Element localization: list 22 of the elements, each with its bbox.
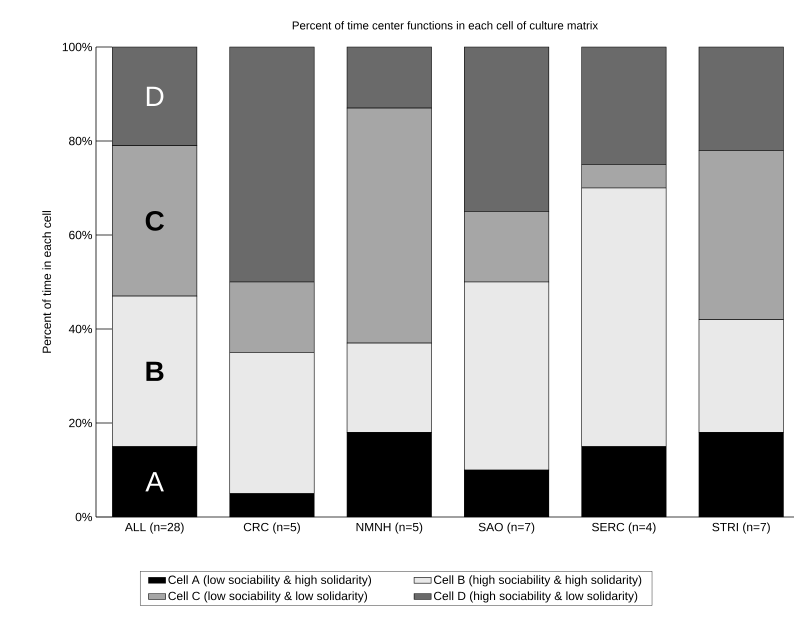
- y-tick-label: 80%: [69, 136, 92, 146]
- y-tick-label: 100%: [62, 42, 92, 52]
- x-tick-label: SERC (n=4): [592, 522, 656, 534]
- x-tick-label: CRC (n=5): [244, 522, 300, 534]
- x-tick-label: SAO (n=7): [478, 522, 534, 534]
- annotation: A: [145, 472, 164, 492]
- x-tick-label: ALL (n=28): [124, 522, 184, 534]
- chart-title: Percent of time center functions in each cell of culture matrix: [292, 21, 598, 30]
- annotation: B: [146, 362, 164, 381]
- y-tick-label: 0%: [76, 512, 92, 522]
- legend-label: Cell A (low sociability & high solidarity): [168, 575, 372, 586]
- y-tick-label: 40%: [68, 324, 92, 334]
- x-tick-label: NMNH (n=5): [356, 522, 422, 534]
- y-tick-label: 20%: [69, 418, 92, 428]
- y-tick-label: 60%: [69, 230, 92, 240]
- x-tick-label: STRI (n=7): [712, 522, 770, 534]
- legend-label: Cell D (high sociability & low solidarity): [434, 591, 638, 603]
- annotation: C: [146, 211, 164, 231]
- legend-label: Cell C (low sociability & low solidarity): [168, 591, 368, 603]
- legend-label: Cell B (high sociability & high solidarity): [434, 575, 642, 586]
- y-axis-title: Percent of time in each cell: [42, 211, 52, 353]
- annotation: D: [146, 86, 164, 106]
